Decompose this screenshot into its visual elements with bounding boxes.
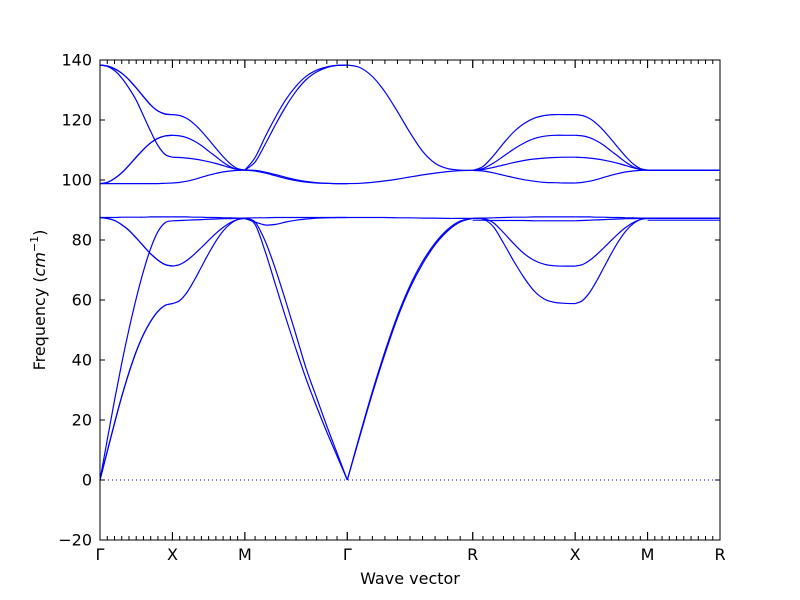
band-line-seg0-b1 [99,303,173,481]
band-line-seg5-b2 [575,217,648,222]
y-axis-label: Frequency (cm−1) [28,230,49,371]
band-line-seg0-b6 [100,182,173,185]
band-line-seg4-b5 [472,156,576,171]
band-line-seg2-b5 [244,169,348,185]
band-line-seg4-b7 [472,113,576,171]
band-line-seg1-b3 [172,216,245,219]
y-tick-label: 60 [72,291,92,310]
band-line-seg2-b7 [244,64,348,171]
y-tick-label: −20 [58,531,92,550]
band-line-seg1-b4 [172,169,245,184]
x-tick-label: M [641,545,655,564]
band-line-seg1-b0 [172,217,245,305]
band-line-seg0-b2 [99,220,173,481]
band-line-seg1-b1 [172,217,245,267]
y-axis-label-unit: cm [30,252,49,276]
band-line-seg5-b3 [575,216,648,219]
band-line-seg3-b1 [346,217,473,481]
y-tick-label: 20 [72,411,92,430]
band-line-seg0-b11 [99,64,173,116]
band-line-seg2-b1 [244,217,348,481]
band-line-seg4-b2 [472,219,576,222]
y-tick-label: 80 [72,231,92,250]
y-tick-label: 100 [61,171,92,190]
y-tick-labels: −20 0 20 40 60 80 100 120 140 [58,51,92,550]
band-line-seg1-b7 [172,114,245,171]
y-axis-label-close: ) [30,230,49,236]
x-tick-label: Γ [96,545,105,564]
band-line-seg0-b8 [99,134,173,185]
band-line-seg5-b7 [575,114,648,171]
band-line-seg0-b9 [99,64,173,158]
x-axis-label: Wave vector [360,569,460,588]
y-tick-label: 0 [82,471,92,490]
band-line-seg3-b2 [347,216,473,220]
band-line-seg5-b6 [575,156,648,171]
band-line-seg4-b0 [472,217,576,305]
x-tick-label: R [714,545,725,564]
y-axis-label-main: Frequency ( [30,276,49,370]
band-line-seg2-b3 [244,216,348,219]
band-line-seg5-b1 [575,217,648,267]
y-axis-label-exponent: −1 [28,236,41,252]
y-tick-label: 120 [61,111,92,130]
band-line-seg4-b6 [472,134,576,171]
band-line-seg0-b5 [100,216,173,219]
band-line-seg2-b0 [244,217,348,481]
bands-layer [99,64,720,481]
band-line-seg5-b4 [575,169,648,184]
band-line-seg3-b3 [347,169,473,185]
y-tick-label: 40 [72,351,92,370]
band-line-seg4-b4 [472,169,576,184]
x-tick-label: X [570,545,581,564]
plot-frame [99,59,721,541]
x-tick-label: R [467,545,478,564]
x-tick-label: M [238,545,252,564]
band-line-seg1-b2 [172,217,245,222]
band-line-seg5-b0 [574,217,648,305]
x-tick-label: X [167,545,178,564]
band-line-seg4-b3 [472,216,576,219]
band-line-seg1-b6 [172,156,245,171]
x-tick-label: Γ [343,545,352,564]
band-line-seg0-b4 [99,216,173,267]
plot-background [100,60,720,540]
y-tick-label: 140 [61,51,92,70]
band-line-seg3-b4 [347,64,473,171]
